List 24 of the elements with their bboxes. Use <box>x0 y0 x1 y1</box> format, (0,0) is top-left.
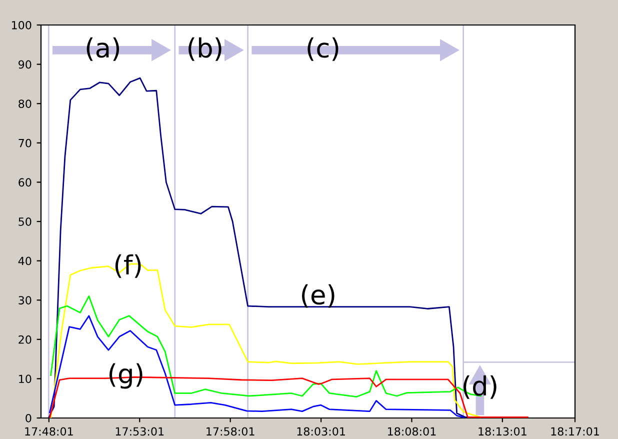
line-series <box>49 315 464 418</box>
annotation: (c) <box>308 37 338 61</box>
y-tick-label: 20 <box>18 335 32 344</box>
x-tick-label: 17:48:01 <box>25 427 73 436</box>
y-tick-label: 70 <box>18 138 32 148</box>
x-tick-label: 18:03:01 <box>297 427 345 436</box>
annotation: (b) <box>188 37 222 61</box>
y-tick-label: 90 <box>18 60 32 69</box>
x-tick-label: 17:58:01 <box>206 427 254 436</box>
y-tick-label: 50 <box>18 217 32 226</box>
y-tick-label: 0 <box>26 414 32 422</box>
y-tick-label: 40 <box>18 256 32 266</box>
x-tick-label: 18:17:01 <box>551 427 599 436</box>
y-tick-label: 100 <box>12 20 32 30</box>
annotation: (a) <box>86 37 120 61</box>
x-tick-label: 17:53:01 <box>116 427 164 436</box>
y-tick-label: 10 <box>19 374 32 384</box>
x-tick-label: 18:13:01 <box>478 427 526 436</box>
y-tick-label: 60 <box>18 178 32 187</box>
x-tick-label: 18:08:01 <box>388 427 436 436</box>
y-tick-label: 30 <box>18 296 32 304</box>
annotation: (d) <box>464 375 496 399</box>
y-tick-label: 80 <box>18 100 32 108</box>
annotation: (e) <box>302 284 334 308</box>
